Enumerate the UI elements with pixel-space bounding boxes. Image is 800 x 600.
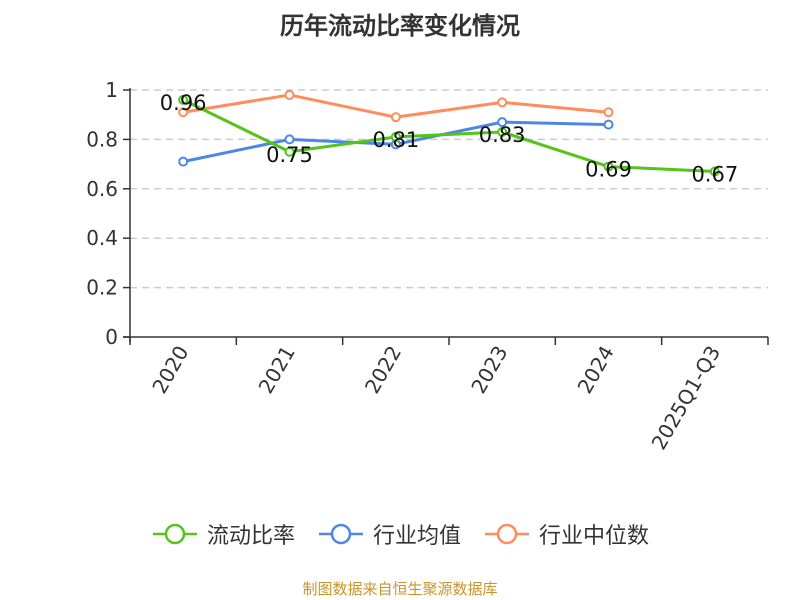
legend-item[interactable]: 行业均值 [317, 518, 461, 550]
series-lines [178, 89, 720, 177]
data-point[interactable] [603, 119, 614, 130]
x-tick-label: 2023 [466, 341, 512, 397]
axes [123, 88, 768, 342]
data-labels: 0.96 0.75 0.81 0.83 0.69 0.67 [160, 91, 738, 187]
gridlines [130, 89, 768, 289]
data-label: 0.83 [479, 123, 526, 147]
data-point[interactable] [284, 134, 295, 145]
data-point[interactable] [178, 107, 189, 118]
x-tick-label: 2025Q1-Q3 [646, 342, 725, 454]
data-point[interactable] [284, 89, 295, 100]
data-point[interactable] [709, 166, 720, 177]
data-label: 0.96 [160, 91, 207, 115]
y-axis-ticks: 0 0.2 0.4 0.6 0.8 1 [86, 78, 130, 349]
data-label: 0.75 [266, 143, 313, 167]
legend-label: 行业均值 [372, 524, 461, 549]
data-label: 0.69 [585, 158, 632, 182]
y-tick-label: 1 [105, 78, 118, 102]
data-point[interactable] [497, 126, 508, 137]
data-label: 0.81 [372, 128, 419, 152]
series-line [182, 98, 715, 174]
data-point[interactable] [284, 146, 295, 157]
data-point[interactable] [497, 97, 508, 108]
data-point[interactable] [497, 117, 508, 128]
legend-label: 流动比率 [206, 524, 295, 549]
source-footer: 制图数据来自恒生聚源数据库 [302, 580, 498, 598]
legend-line-circle-icon [318, 523, 363, 545]
y-tick-label: 0.8 [86, 127, 118, 151]
legend-line-circle-icon [485, 523, 529, 545]
legend-item[interactable]: 行业中位数 [483, 518, 649, 550]
legend-line-circle-icon [152, 523, 197, 545]
data-point[interactable] [178, 156, 189, 167]
data-point[interactable] [178, 94, 189, 105]
data-point[interactable] [390, 131, 401, 142]
data-label: 0.67 [691, 163, 738, 187]
y-tick-label: 0.4 [86, 226, 118, 250]
chart-title: 历年流动比率变化情况 [280, 12, 520, 40]
data-point[interactable] [390, 112, 401, 123]
x-axis-ticks: 2020 2021 2022 2023 2024 2025Q1-Q3 [129, 337, 769, 454]
data-point[interactable] [603, 107, 614, 118]
y-tick-label: 0 [105, 325, 118, 349]
y-tick-label: 0.6 [86, 177, 118, 201]
legend: 流动比率 行业均值 行业中位数 [0, 518, 800, 550]
x-tick-label: 2021 [254, 342, 300, 398]
x-tick-label: 2020 [147, 342, 193, 398]
y-tick-label: 0.2 [86, 276, 118, 300]
data-point[interactable] [603, 161, 614, 172]
x-tick-label: 2024 [573, 342, 619, 398]
legend-item[interactable]: 流动比率 [151, 518, 295, 550]
x-tick-label: 2022 [360, 342, 406, 398]
legend-label: 行业中位数 [539, 524, 650, 549]
